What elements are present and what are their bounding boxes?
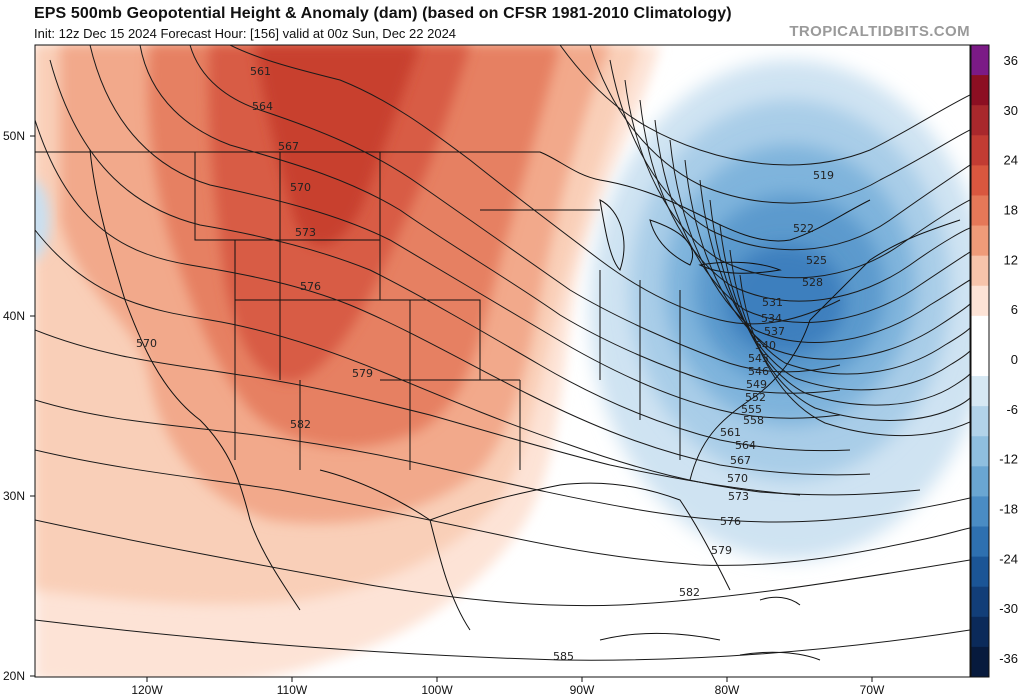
lat-axis (30, 135, 35, 677)
colorbar-frame (970, 44, 990, 678)
contour-labels: 561 564 567 570 573 576 579 582 570 519 … (136, 65, 834, 663)
contour-label: 555 (741, 403, 762, 416)
lat-label-50n: 50N (3, 129, 25, 143)
contour-label: 519 (813, 169, 834, 182)
colorbar-swatch (971, 255, 989, 287)
lon-label-110w: 110W (277, 683, 308, 696)
contour-label: 582 (679, 586, 700, 599)
brand-watermark: TROPICALTIDBITS.COM (789, 23, 970, 40)
colorbar-swatch (971, 406, 989, 437)
lon-label-70w: 70W (860, 683, 885, 696)
colorbar-label: 0 (1011, 352, 1018, 367)
contour-label: 543 (748, 352, 769, 365)
contour-label: 567 (730, 454, 751, 467)
colorbar-swatch (971, 345, 989, 377)
colorbar-swatch (971, 586, 989, 618)
map-subtitle: Init: 12z Dec 15 2024 Forecast Hour: [15… (34, 26, 457, 41)
colorbar-swatch (971, 436, 989, 467)
contour-label: 576 (300, 280, 321, 293)
colorbar-swatch (971, 646, 989, 678)
lon-label-80w: 80W (715, 683, 740, 696)
contour-label: 561 (250, 65, 271, 78)
colorbar-label: 36 (1004, 53, 1018, 68)
contour-label: 585 (553, 650, 574, 663)
colorbar-label: -12 (999, 452, 1018, 467)
colorbar-swatch (971, 75, 989, 106)
colorbar-label: -36 (999, 651, 1018, 666)
contour-label: 561 (720, 426, 741, 439)
contour-label: 573 (728, 490, 749, 503)
colorbar-swatch (971, 285, 989, 317)
colorbar-label: -30 (999, 601, 1018, 616)
colorbar-swatch (971, 556, 989, 588)
contour-label: 534 (761, 312, 782, 325)
contour-label: 552 (745, 391, 766, 404)
colorbar-label: -18 (999, 502, 1018, 517)
lat-label-30n: 30N (3, 489, 25, 503)
map-frame (34, 44, 971, 678)
colorbar-swatch (971, 376, 989, 407)
contour-label: 537 (764, 325, 785, 338)
lon-axis (146, 677, 873, 682)
contour-label: 549 (746, 378, 767, 391)
colorbar-swatch (971, 466, 989, 497)
contour-label: 564 (252, 100, 273, 113)
colorbar-label: -6 (1006, 402, 1018, 417)
colorbar-swatch (971, 616, 989, 648)
colorbar-label: -24 (999, 551, 1018, 566)
cold-anomaly-30 (725, 245, 845, 355)
contour-label: 579 (352, 367, 373, 380)
colorbar-swatch (971, 45, 989, 76)
contour-label: 582 (290, 418, 311, 431)
contour-label: 525 (806, 254, 827, 267)
contour-label: 567 (278, 140, 299, 153)
contour-label: 570 (136, 337, 157, 350)
map-title: EPS 500mb Geopotential Height & Anomaly … (34, 5, 732, 22)
contour-label: 531 (762, 296, 783, 309)
colorbar-swatch (971, 165, 989, 196)
lon-label-120w: 120W (131, 683, 163, 696)
political-boundaries (35, 149, 961, 661)
cold-spot-west (35, 180, 50, 260)
contour-label: 558 (743, 414, 764, 427)
contour-label: 570 (290, 181, 311, 194)
contour-label: 546 (748, 365, 769, 378)
contour-label: 528 (802, 276, 823, 289)
contour-label: 573 (295, 226, 316, 239)
height-contours (35, 45, 970, 661)
contour-label: 570 (727, 472, 748, 485)
colorbar-label: 18 (1004, 203, 1018, 218)
colorbar-swatch (971, 105, 989, 136)
colorbar-swatch (971, 225, 989, 257)
contour-label: 564 (735, 439, 756, 452)
colorbar-swatch (971, 135, 989, 166)
colorbar-label: 12 (1004, 252, 1018, 267)
colorbar: 36 30 24 18 12 6 0 -6 -12 -18 -24 -30 -36 (970, 44, 1018, 678)
lon-label-90w: 90W (570, 683, 595, 696)
colorbar-swatch (971, 195, 989, 227)
colorbar-label: 30 (1004, 103, 1018, 118)
lat-label-20n: 20N (3, 669, 25, 683)
colorbar-swatch (971, 315, 989, 347)
anomaly-shading (35, 45, 970, 677)
lat-label-40n: 40N (3, 309, 25, 323)
contour-label: 540 (755, 339, 776, 352)
colorbar-label: 24 (1004, 153, 1018, 168)
colorbar-swatch (971, 496, 989, 528)
contour-label: 579 (711, 544, 732, 557)
lon-label-100w: 100W (421, 683, 453, 696)
contour-label: 576 (720, 515, 741, 528)
warm-anomaly-30 (255, 45, 420, 246)
colorbar-label: 6 (1011, 302, 1018, 317)
colorbar-swatch (971, 526, 989, 558)
contour-label: 522 (793, 222, 814, 235)
